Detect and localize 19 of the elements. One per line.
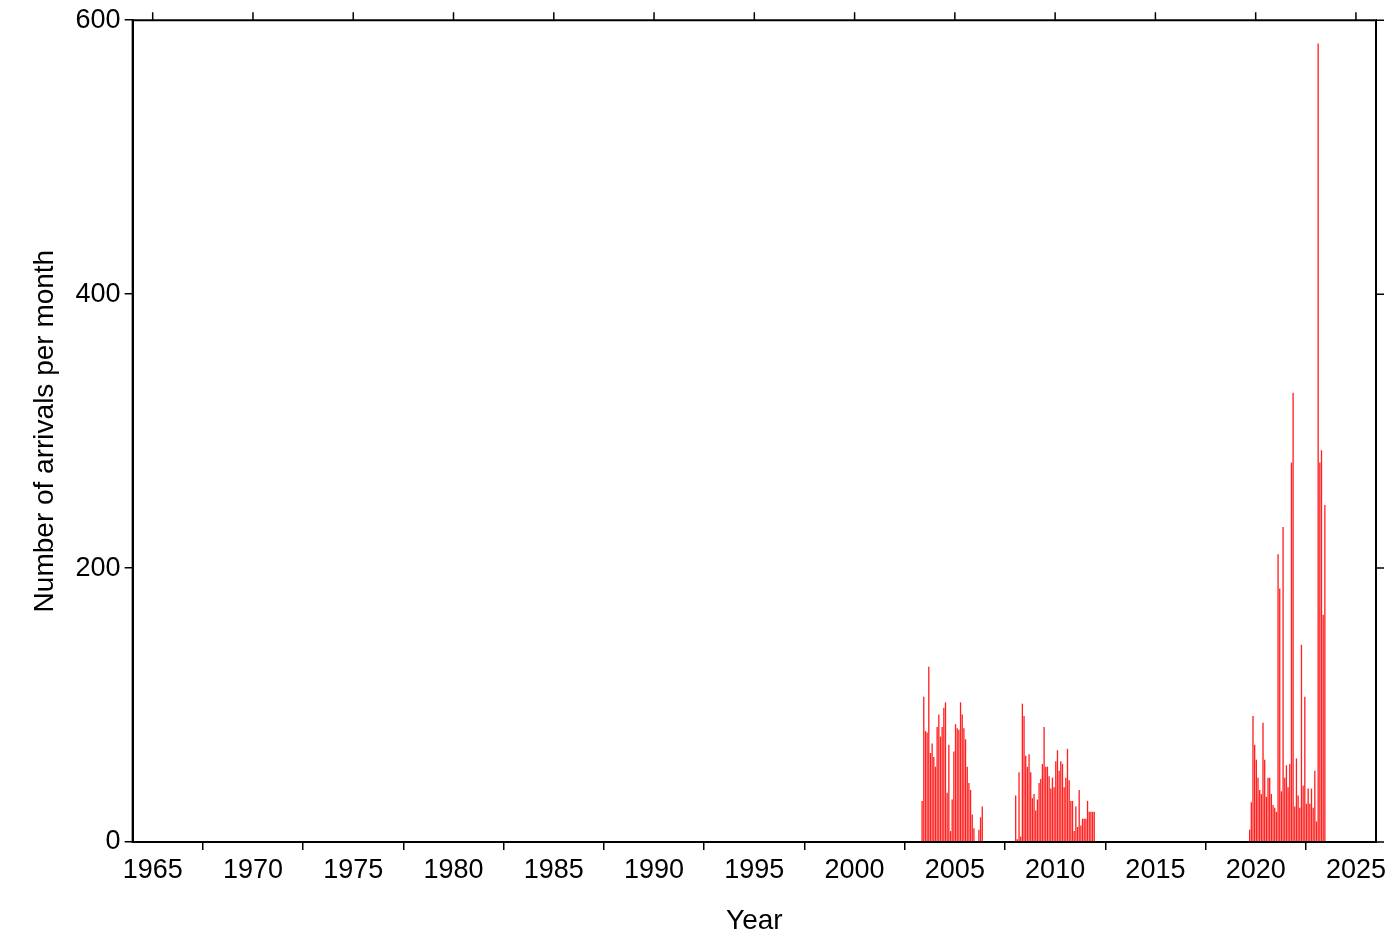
x-axis-title: Year (726, 903, 783, 935)
x-tick-label: 1985 (523, 853, 584, 884)
y-tick-label: 600 (75, 3, 121, 34)
x-tick-label: 2015 (1125, 853, 1186, 884)
x-tick-label: 1995 (724, 853, 785, 884)
x-tick-label: 2020 (1225, 853, 1286, 884)
y-tick-label: 200 (75, 551, 121, 582)
y-tick-label: 400 (75, 277, 121, 308)
y-axis-title: Number of arrivals per month (27, 249, 59, 613)
x-tick-label: 1965 (122, 853, 183, 884)
x-tick-label: 1980 (423, 853, 484, 884)
x-tick-label: 2010 (1025, 853, 1086, 884)
x-tick-label: 1990 (624, 853, 685, 884)
x-tick-label: 1975 (323, 853, 384, 884)
y-tick-label: 0 (105, 825, 121, 856)
x-tick-label: 2005 (924, 853, 985, 884)
x-tick-label: 1970 (222, 853, 284, 884)
x-tick-label: 2025 (1325, 853, 1386, 884)
x-tick-label: 2000 (824, 853, 885, 884)
